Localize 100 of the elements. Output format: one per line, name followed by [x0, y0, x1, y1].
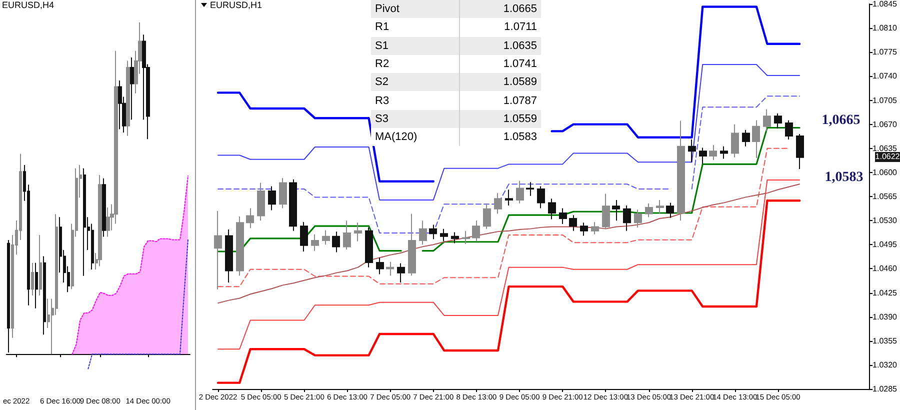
candlestick: [666, 202, 674, 218]
candlestick: [289, 178, 297, 232]
chart-title: EURUSD,H4: [2, 0, 54, 10]
candlestick: [7, 240, 10, 353]
line-series: [216, 200, 801, 384]
candlestick: [720, 146, 728, 160]
candlestick: [118, 80, 122, 130]
candlestick: [602, 193, 610, 230]
y-tick-label: 1.0775: [872, 48, 898, 57]
chart-title: EURUSD,H1: [210, 0, 262, 10]
candlestick: [236, 216, 244, 276]
candlestick: [429, 224, 437, 240]
candlestick: [246, 208, 254, 229]
annotation: 1.0741: [502, 57, 538, 72]
candlestick: [656, 199, 664, 214]
y-tick-label: 1.0740: [872, 72, 898, 81]
candlestick: [126, 60, 130, 136]
candlestick: [548, 198, 556, 220]
y-tick-label: 1.0460: [872, 264, 898, 274]
candlestick: [634, 209, 642, 228]
candlestick: [419, 220, 427, 246]
candlestick: [98, 174, 102, 267]
candlestick: [559, 208, 567, 224]
candlestick: [526, 182, 534, 196]
annotation: 1.0711: [503, 20, 538, 36]
candlestick: [300, 221, 308, 252]
annotation: 1.0787: [502, 94, 538, 109]
candlestick: [397, 262, 405, 283]
candlestick: [623, 204, 631, 232]
y-tick-label: 1.0670: [872, 120, 898, 129]
annotation: Pivot: [371, 0, 460, 18]
candlestick: [580, 222, 588, 236]
candlestick: [386, 261, 394, 276]
annotation: R3: [371, 91, 460, 110]
text: 1.0622: [875, 152, 900, 162]
candlestick: [612, 199, 620, 222]
candlestick: [677, 120, 685, 222]
candlestick: [591, 221, 599, 235]
candlestick: [505, 189, 513, 206]
y-tick-label: 1.0635: [872, 144, 898, 153]
y-tick-label: 1.0810: [872, 24, 898, 33]
candlestick: [311, 234, 319, 252]
annotation: 1.0559: [502, 112, 538, 127]
candlestick: [31, 262, 34, 296]
candlestick: [365, 226, 373, 268]
y-tick-label: 1.0495: [872, 240, 898, 250]
y-tick-label: 1.0845: [872, 0, 898, 8]
candlestick: [332, 231, 340, 253]
candlestick: [451, 232, 459, 244]
candlestick: [102, 178, 106, 238]
candlestick: [645, 202, 653, 218]
annotation: MA(120): [371, 128, 460, 146]
candlestick: [709, 144, 717, 161]
line-series: [218, 184, 800, 304]
candlestick: [257, 182, 265, 222]
candlestick: [763, 108, 771, 132]
y-tick-label: 1.0530: [872, 216, 898, 226]
candlestick: [376, 257, 384, 275]
candlestick: [35, 262, 38, 309]
y-tick-label: 1.0320: [872, 360, 898, 370]
candlestick: [83, 168, 86, 276]
annotation: R1: [371, 18, 460, 37]
candlestick: [483, 202, 491, 230]
annotation: R2: [371, 54, 460, 74]
candlestick: [537, 186, 545, 209]
candlestick: [43, 256, 46, 336]
candlestick: [569, 214, 577, 232]
candlestick: [130, 57, 134, 120]
annotation: S1: [371, 36, 460, 55]
candlestick: [699, 147, 707, 165]
candlestick: [731, 124, 739, 158]
candlestick: [462, 230, 470, 244]
candlestick: [408, 213, 416, 276]
candlestick: [214, 210, 222, 290]
y-tick-label: 1.0425: [872, 288, 898, 298]
y-tick-label: 1.0285: [872, 384, 898, 394]
candlestick: [774, 112, 782, 129]
candlestick: [494, 192, 502, 214]
annotation: S2: [371, 73, 460, 92]
candlestick: [343, 220, 351, 250]
candlestick: [39, 234, 42, 296]
annotation: 1,0583: [824, 170, 864, 186]
y-tick-label: 1.0600: [872, 168, 898, 177]
candlestick: [322, 230, 330, 246]
y-tick-label: 1.0355: [872, 336, 898, 346]
candlestick: [796, 133, 804, 170]
annotation: 1,0665: [820, 113, 862, 129]
candlestick: [440, 228, 448, 242]
y-tick-label: 1.0705: [872, 96, 898, 105]
y-tick-label: 1.0565: [872, 192, 898, 201]
candlestick: [279, 177, 287, 209]
annotation: S3: [371, 110, 460, 128]
candlestick: [106, 207, 110, 238]
candlestick: [688, 138, 696, 163]
annotation: 1.0583: [502, 130, 538, 146]
candlestick: [225, 229, 233, 283]
candlestick: [742, 129, 750, 147]
candlestick: [752, 120, 760, 158]
y-tick-label: 1.0390: [872, 312, 898, 322]
candlestick: [472, 220, 480, 242]
